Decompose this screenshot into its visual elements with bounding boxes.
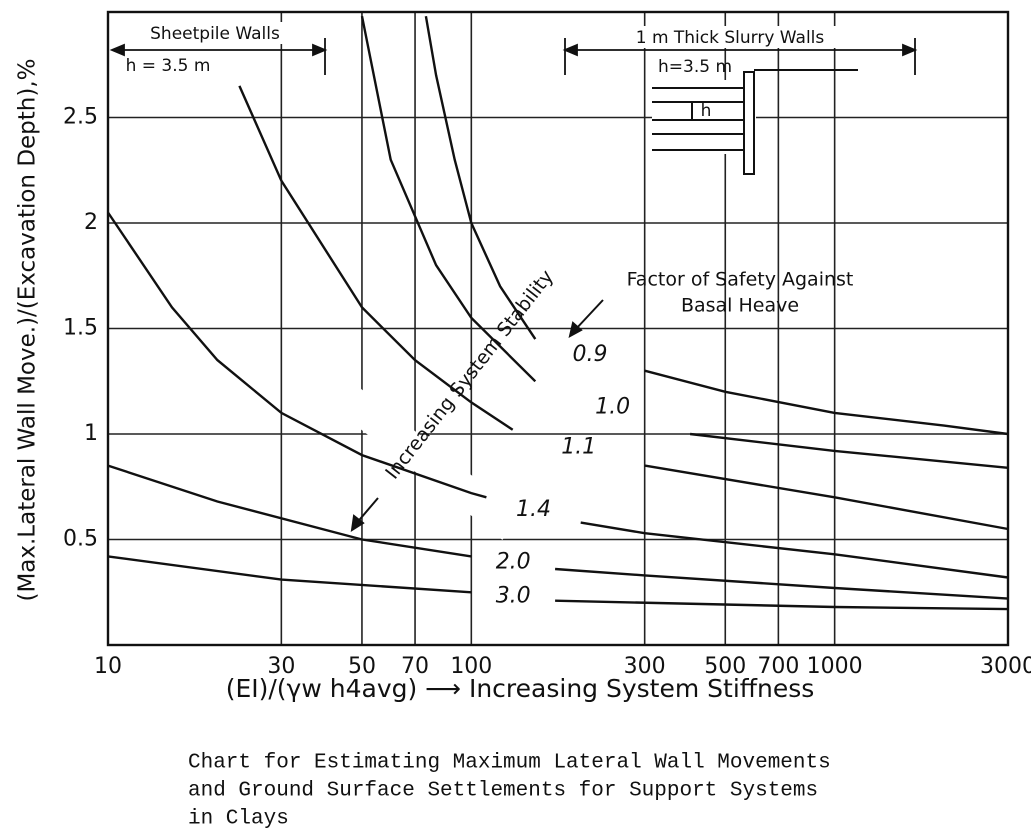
legend-title: Factor of Safety Against (627, 269, 854, 291)
annotation: h=3.5 m (658, 57, 732, 77)
stability-arrow (352, 498, 378, 530)
curve (108, 213, 1008, 578)
curve-label: 1.1 (561, 435, 596, 460)
x-tick-label: 70 (401, 654, 429, 679)
caption-line: and Ground Surface Settlements for Suppo… (188, 780, 818, 803)
curve-label: 3.0 (496, 583, 531, 608)
x-tick-label: 1000 (807, 654, 863, 679)
y-tick-label: 1 (84, 421, 98, 446)
x-tick-label: 300 (624, 654, 666, 679)
legend-arrow (570, 300, 603, 336)
y-tick-label: 0.5 (63, 527, 98, 552)
y-tick-label: 2 (84, 210, 98, 235)
legend-title: Basal Heave (681, 295, 799, 317)
annotation: 1 m Thick Slurry Walls (636, 28, 825, 48)
curve-label: 2.0 (496, 550, 531, 575)
y-axis-label: (Max.Lateral Wall Move.)/(Excavation Dep… (15, 58, 41, 601)
x-tick-label: 50 (348, 654, 376, 679)
curve (108, 556, 1008, 609)
x-tick-label: 3000 (980, 654, 1031, 679)
annotation: h (701, 101, 712, 121)
x-tick-label: 500 (704, 654, 746, 679)
curve-label: 0.9 (572, 342, 607, 367)
caption-line: in Clays (188, 808, 289, 831)
curve-label: 1.4 (516, 497, 551, 522)
chart: (EI)/(γw h4avg) ⟶ Increasing System Stif… (0, 0, 1031, 839)
annotation: Sheetpile Walls (150, 24, 280, 44)
curve (108, 466, 1008, 599)
wall-sketch (652, 70, 858, 174)
annotation: h = 3.5 m (126, 56, 211, 76)
x-tick-label: 10 (94, 654, 122, 679)
y-tick-label: 2.5 (63, 105, 98, 130)
curve-label: 1.0 (595, 395, 630, 420)
caption-line: Chart for Estimating Maximum Lateral Wal… (188, 752, 831, 775)
y-tick-label: 1.5 (63, 316, 98, 341)
curve (426, 16, 1008, 434)
annotation: Increasing System Stability (381, 266, 558, 483)
x-tick-label: 100 (450, 654, 492, 679)
x-tick-label: 30 (267, 654, 295, 679)
curve (239, 86, 1008, 529)
x-tick-label: 700 (757, 654, 799, 679)
